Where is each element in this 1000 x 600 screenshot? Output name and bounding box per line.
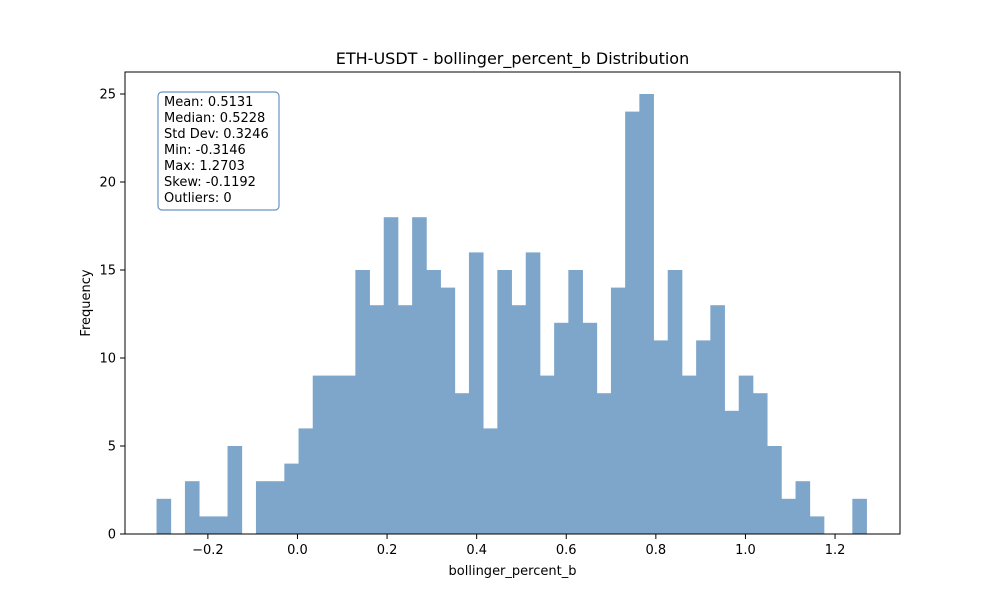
histogram-bar: [752, 393, 768, 534]
histogram-bar: [397, 305, 413, 534]
x-tick-label: 0.2: [377, 543, 398, 558]
y-tick-label: 0: [108, 528, 116, 543]
x-tick-label: 1.2: [825, 543, 846, 558]
stats-std-dev: Std Dev: 0.3246: [164, 127, 269, 142]
histogram-bar: [554, 322, 569, 534]
histogram-bar: [568, 270, 583, 534]
stats-min: Min: -0.3146: [164, 143, 246, 158]
y-tick-label: 10: [99, 352, 116, 367]
histogram-bar: [298, 428, 314, 534]
stats-max: Max: 1.2703: [164, 159, 245, 174]
histogram-bar: [625, 111, 640, 534]
plot-frame: [124, 71, 901, 535]
y-tick-label: 15: [99, 264, 116, 279]
x-tick-label: 0.0: [287, 543, 308, 558]
histogram-bar: [454, 393, 470, 534]
y-tick-label: 25: [99, 88, 116, 103]
histogram-bar: [341, 375, 356, 534]
x-tick-label: −0.2: [192, 543, 224, 558]
y-axis-ticks: 0 5 10 15 20 25: [99, 88, 125, 543]
histogram-bar: [426, 270, 441, 534]
stats-median: Median: 0.5228: [164, 111, 265, 126]
x-tick-label: 0.4: [466, 543, 487, 558]
y-axis-label: Frequency: [79, 269, 94, 336]
histogram-bar: [781, 498, 796, 534]
histogram-bar: [681, 375, 697, 534]
x-tick-label: 1.0: [735, 543, 756, 558]
histogram-bar: [497, 270, 512, 534]
histogram-bar: [184, 481, 200, 534]
histogram-bar: [312, 375, 328, 534]
stats-skew: Skew: -0.1192: [164, 175, 256, 190]
histogram-bar: [326, 375, 342, 534]
y-tick-label: 20: [99, 176, 116, 191]
x-axis-ticks: −0.2 0.0 0.2 0.4 0.6 0.8 1.0 1.2: [192, 534, 845, 558]
histogram-bar: [795, 481, 811, 534]
histogram-bar: [483, 428, 498, 534]
histogram-bar: [809, 516, 825, 534]
histogram-bar: [369, 305, 385, 534]
stats-mean: Mean: 0.5131: [164, 95, 253, 110]
histogram-bar: [440, 287, 456, 534]
histogram-bar: [255, 481, 271, 534]
y-tick-label: 5: [108, 440, 116, 455]
histogram-bar: [355, 270, 370, 534]
histogram-bar: [610, 287, 626, 534]
stats-box: Mean: 0.5131 Median: 0.5228 Std Dev: 0.3…: [157, 91, 280, 211]
x-tick-label: 0.8: [646, 543, 667, 558]
histogram-bar: [525, 252, 541, 534]
histogram-bar: [767, 446, 782, 534]
stats-box-frame: [157, 91, 280, 211]
histogram-bar: [284, 463, 299, 534]
histogram-bar: [383, 217, 399, 534]
histogram-bar: [412, 217, 427, 534]
histogram-bar: [653, 340, 669, 534]
histogram-bar: [639, 94, 654, 534]
histogram-bar: [710, 305, 725, 534]
histogram-bar: [511, 305, 527, 534]
histogram-bar: [270, 481, 285, 534]
x-axis-label: bollinger_percent_b: [449, 564, 577, 579]
histogram-bar: [539, 375, 555, 534]
stats-outliers: Outliers: 0: [164, 191, 232, 206]
histogram-bar: [738, 375, 754, 534]
bars-group: [156, 94, 867, 534]
chart-title: ETH-USDT - bollinger_percent_b Distribut…: [336, 49, 689, 69]
histogram-bar: [227, 446, 243, 534]
histogram-bar: [852, 498, 867, 534]
histogram-bar: [468, 252, 484, 534]
histogram-bar: [199, 516, 214, 534]
histogram-bar: [213, 516, 228, 534]
histogram-bar: [596, 393, 612, 534]
histogram-bar: [696, 340, 711, 534]
histogram-bar: [724, 410, 740, 534]
histogram-bar: [156, 498, 172, 534]
histogram-bar: [582, 322, 598, 534]
x-tick-label: 0.6: [556, 543, 577, 558]
histogram-bar: [667, 270, 683, 534]
